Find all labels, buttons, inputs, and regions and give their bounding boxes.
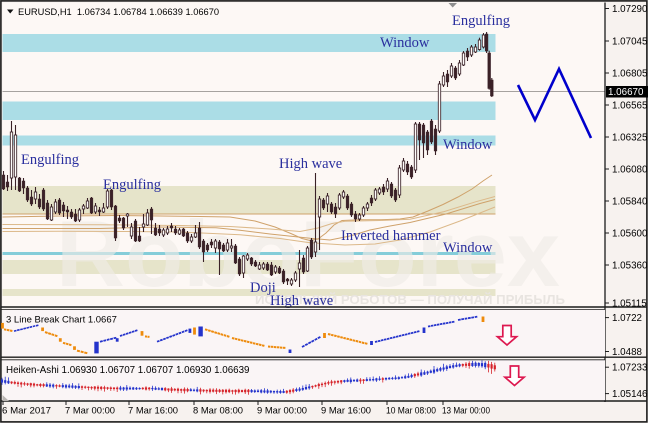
svg-text:3 Line Break Chart 1.0667: 3 Line Break Chart 1.0667 bbox=[6, 315, 117, 326]
svg-text:1.06565: 1.06565 bbox=[612, 101, 648, 112]
svg-text:1.07045: 1.07045 bbox=[612, 37, 648, 48]
svg-text:Inverted hammer: Inverted hammer bbox=[341, 228, 441, 244]
svg-text:Engulfing: Engulfing bbox=[21, 152, 79, 168]
svg-text:1.05146: 1.05146 bbox=[612, 389, 648, 400]
svg-text:ИСПОЛЬЗУЙ РОБОТОВ — ПОЛУЧАЙ ПР: ИСПОЛЬЗУЙ РОБОТОВ — ПОЛУЧАЙ ПРИБЫЛЬ bbox=[255, 292, 565, 307]
svg-text:6 Mar 2017: 6 Mar 2017 bbox=[2, 405, 51, 416]
svg-text:Window: Window bbox=[443, 137, 493, 153]
svg-text:1.06805: 1.06805 bbox=[612, 69, 648, 80]
svg-text:1.0722: 1.0722 bbox=[612, 313, 642, 324]
svg-text:8 Mar 08:00: 8 Mar 08:00 bbox=[193, 405, 243, 416]
svg-text:Engulfing: Engulfing bbox=[103, 177, 161, 193]
svg-text:1.06670: 1.06670 bbox=[608, 87, 644, 98]
svg-text:Window: Window bbox=[380, 35, 430, 51]
svg-text:Heiken-Ashi 1.06930 1.06707 1.: Heiken-Ashi 1.06930 1.06707 1.06707 1.06… bbox=[6, 365, 250, 376]
svg-text:13 Mar 00:00: 13 Mar 00:00 bbox=[442, 405, 490, 416]
svg-text:7 Mar 16:00: 7 Mar 16:00 bbox=[128, 405, 178, 416]
svg-text:9 Mar 16:00: 9 Mar 16:00 bbox=[321, 405, 371, 416]
svg-text:1.05115: 1.05115 bbox=[612, 299, 647, 310]
svg-text:1.0488: 1.0488 bbox=[612, 347, 643, 358]
svg-text:Engulfing: Engulfing bbox=[452, 13, 510, 29]
svg-text:9 Mar 00:00: 9 Mar 00:00 bbox=[257, 405, 307, 416]
svg-text:1.06080: 1.06080 bbox=[612, 165, 648, 176]
svg-text:1.06325: 1.06325 bbox=[612, 133, 648, 144]
svg-text:1.05360: 1.05360 bbox=[612, 261, 648, 272]
svg-text:1.05600: 1.05600 bbox=[612, 229, 648, 240]
svg-text:EURUSD,H1 1.06734 1.06784 1.0: EURUSD,H1 1.06734 1.06784 1.06639 1.0667… bbox=[18, 7, 219, 17]
svg-text:Doji: Doji bbox=[250, 280, 276, 296]
svg-text:High wave: High wave bbox=[279, 156, 342, 172]
svg-text:10 Mar 08:00: 10 Mar 08:00 bbox=[386, 405, 436, 416]
svg-text:High wave: High wave bbox=[270, 293, 333, 309]
svg-text:1.07233: 1.07233 bbox=[612, 363, 648, 374]
svg-text:7 Mar 00:00: 7 Mar 00:00 bbox=[65, 405, 115, 416]
svg-text:Window: Window bbox=[443, 240, 493, 256]
svg-text:1.05840: 1.05840 bbox=[612, 197, 648, 208]
svg-text:1.07290: 1.07290 bbox=[612, 4, 648, 15]
